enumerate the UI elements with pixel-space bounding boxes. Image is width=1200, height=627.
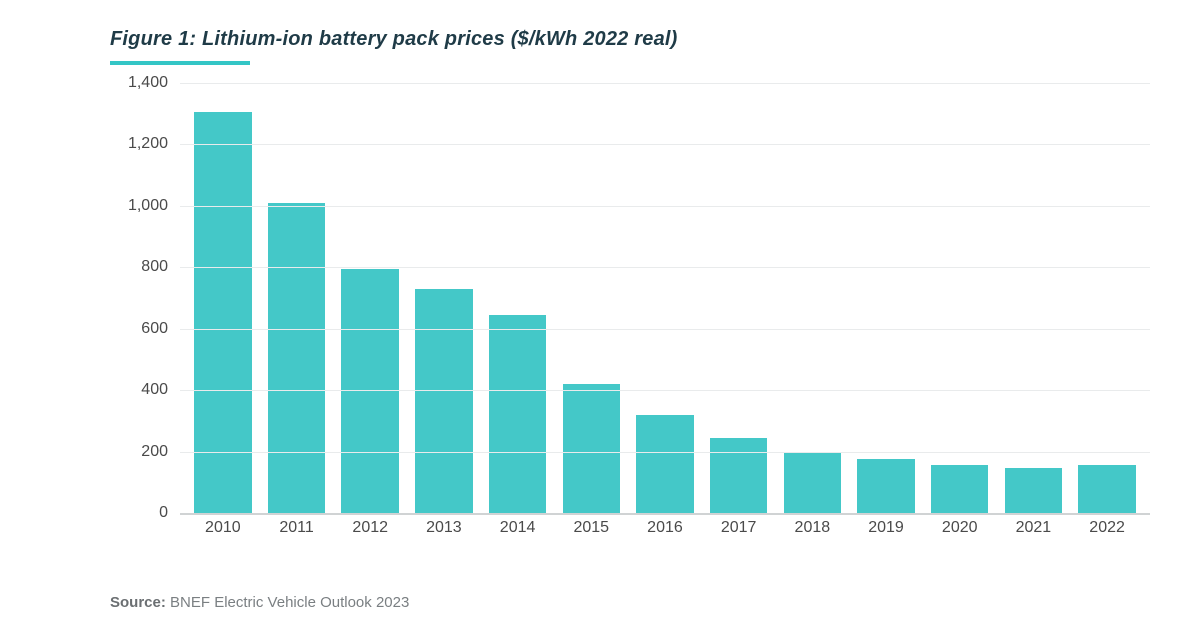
gridline — [180, 390, 1150, 391]
title-underline — [110, 61, 250, 65]
gridline — [180, 513, 1150, 515]
x-tick-label: 2020 — [923, 519, 997, 537]
bar-slot — [1070, 83, 1144, 513]
bar-slot — [333, 83, 407, 513]
bar-slot — [554, 83, 628, 513]
y-tick-label: 600 — [141, 320, 180, 338]
x-tick-label: 2022 — [1070, 519, 1144, 537]
x-tick-label: 2013 — [407, 519, 481, 537]
gridline — [180, 452, 1150, 453]
source-line: Source: BNEF Electric Vehicle Outlook 20… — [110, 594, 409, 611]
y-tick-label: 0 — [159, 504, 180, 522]
source-label: Source: — [110, 594, 166, 611]
bar-slot — [702, 83, 776, 513]
x-tick-label: 2017 — [702, 519, 776, 537]
x-tick-label: 2011 — [260, 519, 334, 537]
bar — [710, 438, 767, 513]
source-text: BNEF Electric Vehicle Outlook 2023 — [170, 594, 409, 611]
bar-slot — [849, 83, 923, 513]
bar — [784, 452, 841, 513]
x-tick-label: 2021 — [997, 519, 1071, 537]
bar-slot — [407, 83, 481, 513]
title-block: Figure 1: Lithium-ion battery pack price… — [110, 28, 1150, 65]
gridline — [180, 267, 1150, 268]
bar — [194, 112, 251, 513]
y-tick-label: 400 — [141, 381, 180, 399]
bars-container — [180, 83, 1150, 513]
bar — [268, 203, 325, 513]
x-tick-label: 2012 — [333, 519, 407, 537]
bar-slot — [260, 83, 334, 513]
bar-slot — [923, 83, 997, 513]
gridline — [180, 329, 1150, 330]
bar — [857, 459, 914, 513]
y-tick-label: 800 — [141, 258, 180, 276]
bar — [931, 465, 988, 513]
bar — [563, 384, 620, 513]
plot-area: 02004006008001,0001,2001,400 — [180, 83, 1150, 513]
figure-title: Figure 1: Lithium-ion battery pack price… — [110, 28, 1150, 51]
x-tick-label: 2016 — [628, 519, 702, 537]
bar — [415, 289, 472, 513]
x-tick-label: 2015 — [554, 519, 628, 537]
gridline — [180, 83, 1150, 84]
gridline — [180, 144, 1150, 145]
bar — [1005, 468, 1062, 513]
figure: Figure 1: Lithium-ion battery pack price… — [0, 0, 1200, 627]
y-tick-label: 200 — [141, 443, 180, 461]
bar — [489, 315, 546, 513]
y-tick-label: 1,400 — [128, 74, 180, 92]
bar-slot — [628, 83, 702, 513]
y-tick-label: 1,200 — [128, 135, 180, 153]
bar-slot — [481, 83, 555, 513]
bar — [636, 415, 693, 513]
plot-wrap: 02004006008001,0001,2001,400 20102011201… — [180, 83, 1150, 543]
bar-slot — [997, 83, 1071, 513]
y-tick-label: 1,000 — [128, 197, 180, 215]
gridline — [180, 206, 1150, 207]
x-tick-label: 2010 — [186, 519, 260, 537]
bar-slot — [776, 83, 850, 513]
x-tick-label: 2014 — [481, 519, 555, 537]
x-tick-label: 2019 — [849, 519, 923, 537]
bar-slot — [186, 83, 260, 513]
bar — [1078, 465, 1135, 513]
x-axis-labels: 2010201120122013201420152016201720182019… — [180, 513, 1150, 537]
x-tick-label: 2018 — [776, 519, 850, 537]
